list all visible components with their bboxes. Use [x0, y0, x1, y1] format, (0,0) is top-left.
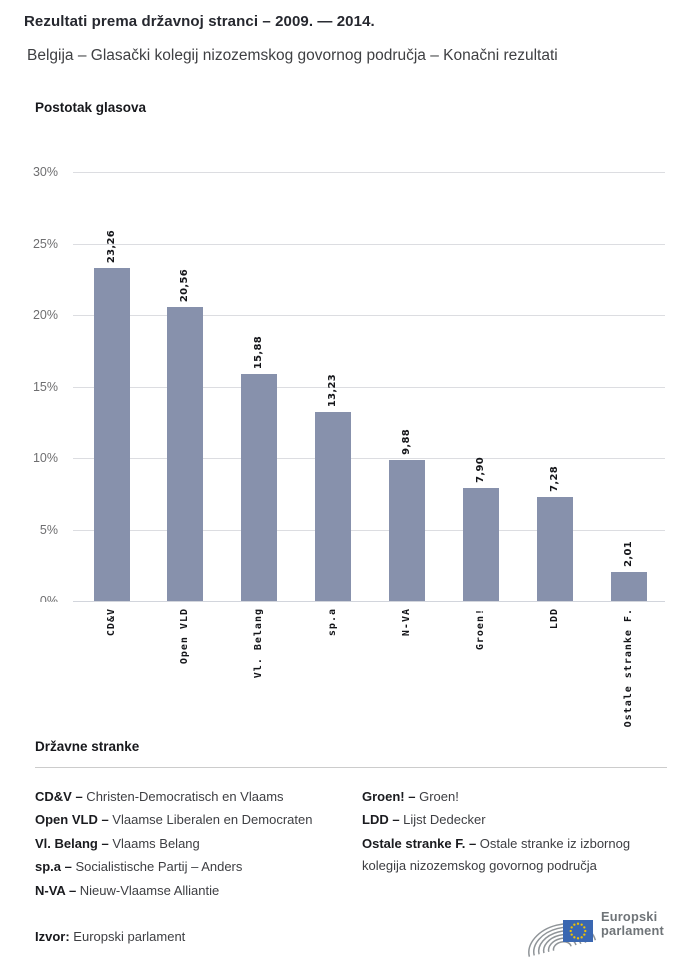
- bar-value-label: 20,56: [179, 268, 191, 302]
- legend-term: Vl. Belang –: [35, 835, 109, 851]
- legend-row: N-VA – Nieuw-Vlaamse Alliantie: [35, 880, 357, 902]
- chart-bar: [389, 459, 426, 601]
- legend-row: LDD – Lijst Dedecker: [362, 809, 662, 831]
- x-axis-label: LDD: [548, 608, 560, 630]
- source-value: Europski parlament: [73, 929, 186, 944]
- plot-gridline: [73, 601, 665, 602]
- legend-desc: Groen!: [415, 789, 459, 804]
- logo-wordmark-line1: Europski: [601, 909, 658, 924]
- y-tick-label: 15%: [32, 379, 58, 394]
- chart-subtitle: Belgija – Glasački kolegij nizozemskog g…: [27, 47, 558, 64]
- legend-desc: Christen-Democratisch en Vlaams: [82, 789, 284, 804]
- legend-desc: Nieuw-Vlaamse Alliantie: [76, 882, 220, 898]
- chart-bar: [241, 373, 278, 601]
- legend-term: sp.a –: [35, 859, 72, 875]
- legend-desc: Socialistische Partij – Anders: [71, 859, 243, 875]
- x-axis-label: Groen!: [475, 608, 486, 651]
- plot-gridline: [73, 458, 665, 459]
- bar-value-label: 2,01: [622, 541, 634, 568]
- plot-gridline: [73, 386, 665, 388]
- legend-row: Ostale stranke F. – Ostale stranke iz iz…: [362, 833, 662, 877]
- y-tick-label: 25%: [32, 236, 58, 251]
- chart-bar: [610, 572, 647, 601]
- legend-term: N-VA –: [35, 882, 77, 898]
- legend-row: Groen! – Groen!: [362, 786, 662, 808]
- source-label: Izvor:: [35, 929, 70, 944]
- y-tick-label: 10%: [32, 451, 58, 465]
- legend-desc: Vlaamse Liberalen en Democraten: [108, 812, 313, 828]
- source-line: Izvor: Europski parlament: [35, 929, 185, 944]
- chart-title: Rezultati prema državnoj stranci – 2009.…: [24, 13, 375, 30]
- y-tick-label: 5%: [39, 522, 58, 537]
- european-parliament-logo: Europski parlament: [522, 899, 692, 959]
- y-axis-title: Postotak glasova: [35, 100, 147, 115]
- chart-bar: [93, 268, 130, 601]
- legend-term: LDD –: [362, 812, 400, 828]
- y-axis-labels: 30% 25% 20% 15% 10% 5% 0%: [0, 150, 58, 602]
- x-axis-label: Ostale stranke F.: [622, 608, 634, 728]
- legend-term: CD&V –: [35, 789, 83, 804]
- legend-column-left: CD&V – Christen-Democratisch en Vlaams Op…: [35, 786, 357, 903]
- y-tick-label: 30%: [32, 165, 58, 179]
- chart-bar: [463, 488, 499, 601]
- bar-value-label: 7,90: [475, 457, 486, 484]
- eu-flag-icon: [563, 920, 593, 942]
- bar-value-label: 23,26: [105, 230, 117, 264]
- x-axis-label: Vl. Belang: [253, 608, 265, 679]
- chart-stage: 30% 25% 20% 15% 10% 5% 0% 23,26 CD&V 20,56 Open V…: [0, 150, 665, 728]
- plot-gridline: [73, 243, 665, 245]
- legend-divider: [35, 767, 667, 768]
- chart-bar: [536, 496, 573, 601]
- plot-gridline: [73, 529, 665, 531]
- y-tick-label: 0%: [39, 594, 58, 602]
- bar-value-label: 13,23: [327, 373, 339, 407]
- legend-row: Open VLD – Vlaamse Liberalen en Democrat…: [35, 809, 357, 831]
- plot-gridline: [73, 172, 665, 173]
- legend-column-right: Groen! – Groen! LDD – Lijst Dedecker Ostal…: [362, 786, 662, 878]
- logo-wordmark-line2: parlament: [601, 922, 664, 938]
- x-axis-label: CD&V: [105, 608, 117, 637]
- legend-term: Open VLD –: [35, 812, 109, 828]
- bar-value-label: 7,28: [548, 466, 560, 492]
- legend-desc: Lijst Dedecker: [399, 812, 486, 828]
- bar-value-label: 9,88: [401, 428, 413, 455]
- legend-desc: Vlaams Belang: [108, 835, 200, 851]
- x-axis-label: N-VA: [401, 608, 413, 637]
- legend-desc: Ostale stranke iz izbornog kolegija nizo…: [362, 835, 631, 873]
- chart-bar: [167, 306, 204, 601]
- chart-bar: [315, 411, 352, 601]
- legend-term: Ostale stranke F. –: [362, 835, 477, 851]
- legend-row: CD&V – Christen-Democratisch en Vlaams: [35, 786, 357, 808]
- y-tick-label: 20%: [32, 308, 58, 322]
- bar-value-label: 15,88: [253, 335, 265, 369]
- legend-row: sp.a – Socialistische Partij – Anders: [35, 856, 357, 878]
- plot-gridline: [73, 315, 665, 316]
- legend-term: Groen! –: [362, 789, 416, 804]
- legend-row: Vl. Belang – Vlaams Belang: [35, 833, 357, 855]
- legend-heading: Državne stranke: [35, 739, 140, 754]
- logo-wordmark: Europski parlament: [601, 910, 664, 937]
- x-axis-label: sp.a: [327, 608, 339, 637]
- x-axis-label: Open VLD: [179, 608, 191, 665]
